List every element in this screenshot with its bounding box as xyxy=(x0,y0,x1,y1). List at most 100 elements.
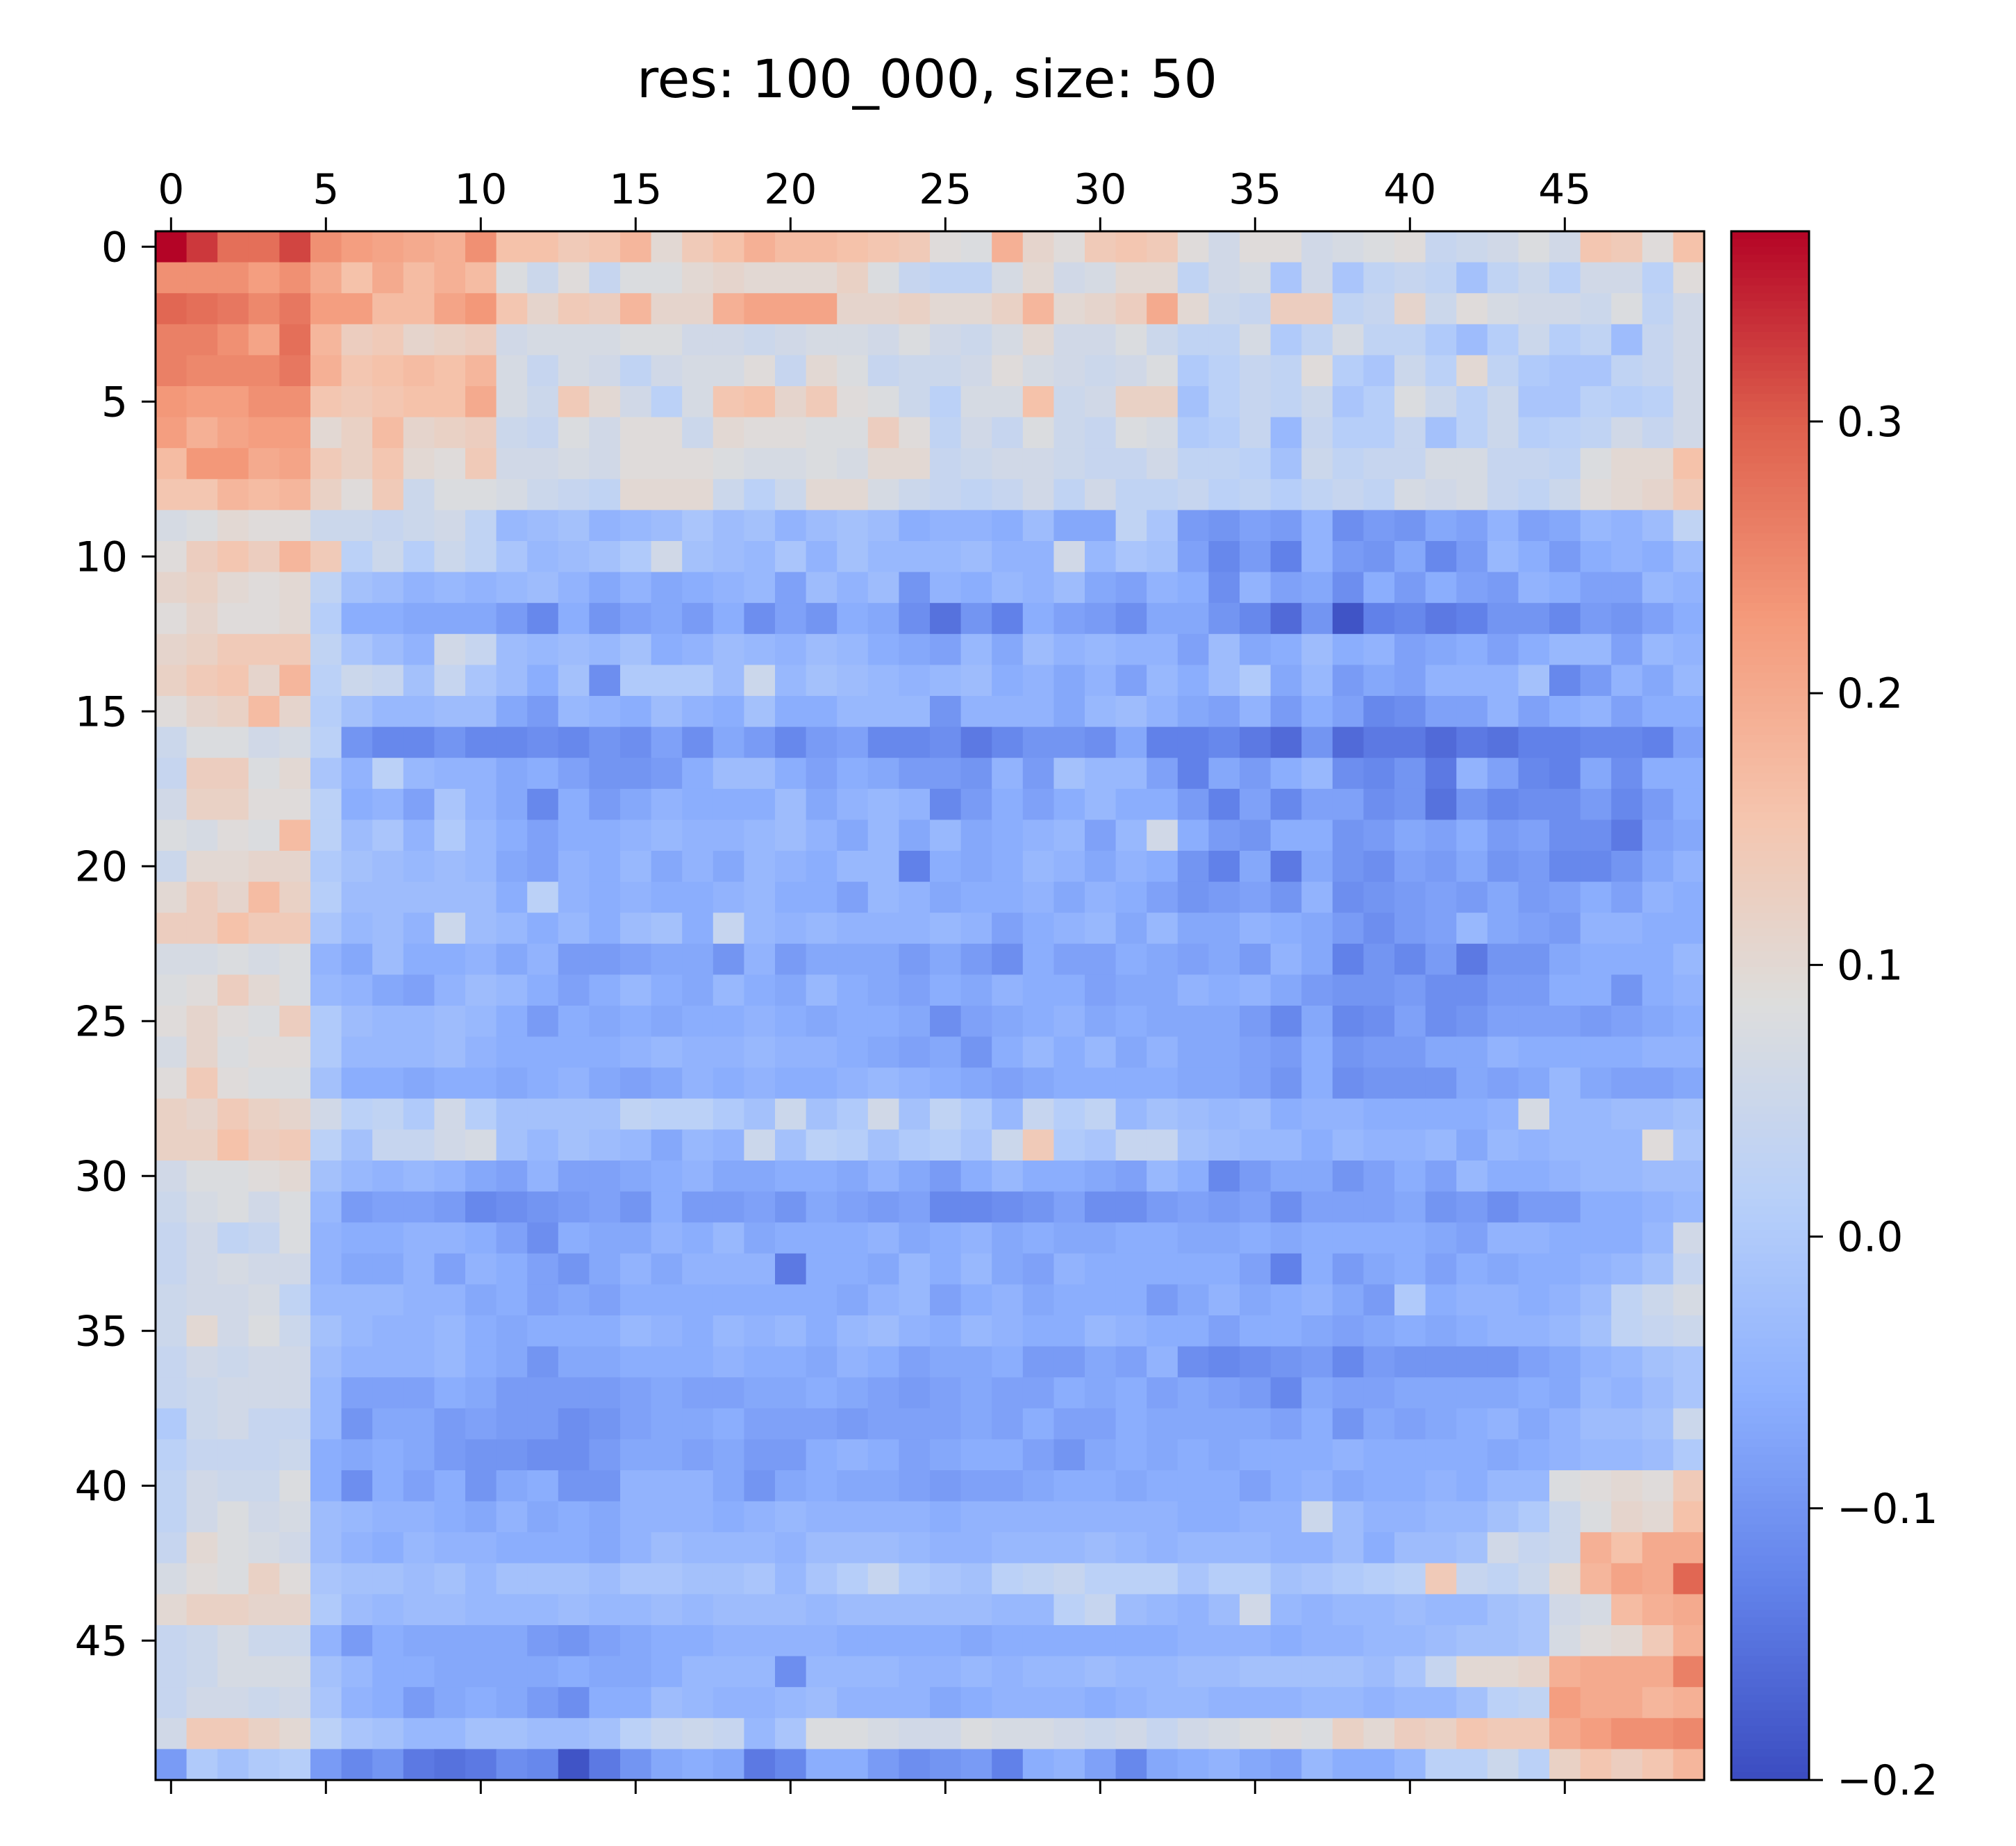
heatmap-cell xyxy=(1456,231,1488,263)
heatmap-cell xyxy=(1115,1749,1147,1781)
colorbar-segment xyxy=(1731,1222,1809,1231)
heatmap-cell xyxy=(186,1749,218,1781)
heatmap-cell xyxy=(930,851,962,883)
heatmap-cell xyxy=(1240,479,1272,510)
heatmap-cell xyxy=(1487,1594,1519,1626)
heatmap-cell xyxy=(1487,1470,1519,1502)
heatmap-cell xyxy=(1642,1253,1674,1285)
heatmap-cell xyxy=(930,974,962,1006)
heatmap-cell xyxy=(620,913,652,945)
heatmap-cell xyxy=(1147,1563,1178,1595)
heatmap-cell xyxy=(1394,1191,1426,1223)
heatmap-cell xyxy=(1177,758,1209,790)
heatmap-cell xyxy=(403,665,435,697)
heatmap-cell xyxy=(1022,386,1054,418)
heatmap-cell xyxy=(248,355,280,387)
heatmap-cell xyxy=(1363,231,1395,263)
heatmap-cell xyxy=(1177,1439,1209,1471)
heatmap-cell xyxy=(899,417,931,449)
heatmap-cell xyxy=(682,293,714,325)
colorbar-segment xyxy=(1731,1663,1809,1672)
heatmap-cell xyxy=(1363,355,1395,387)
heatmap-cell xyxy=(465,1036,497,1068)
heatmap-cell xyxy=(465,355,497,387)
heatmap-cell xyxy=(156,788,188,820)
heatmap-cell xyxy=(1240,417,1272,449)
heatmap-cell xyxy=(1642,820,1674,851)
heatmap-cell xyxy=(372,1501,404,1533)
heatmap-cell xyxy=(186,881,218,913)
heatmap-cell xyxy=(1240,1625,1272,1657)
heatmap-cell xyxy=(930,1129,962,1161)
heatmap-cell xyxy=(806,1408,838,1440)
heatmap-cell xyxy=(1022,417,1054,449)
heatmap-cell xyxy=(1240,1470,1272,1502)
heatmap-cell xyxy=(465,448,497,480)
heatmap-cell xyxy=(1301,1532,1333,1564)
heatmap-cell xyxy=(744,788,776,820)
heatmap-cell xyxy=(1240,913,1272,945)
heatmap-cell xyxy=(1549,1408,1581,1440)
heatmap-cell xyxy=(1270,1129,1302,1161)
heatmap-cell xyxy=(1363,1315,1395,1347)
colorbar-segment xyxy=(1731,788,1809,797)
colorbar-segment xyxy=(1731,269,1809,278)
heatmap-cell xyxy=(960,788,992,820)
heatmap-cell xyxy=(651,324,683,356)
heatmap-cell xyxy=(341,851,373,883)
heatmap-cell xyxy=(682,1563,714,1595)
heatmap-cell xyxy=(1580,541,1612,573)
heatmap-cell xyxy=(1611,1718,1643,1749)
heatmap-cell xyxy=(1177,696,1209,728)
heatmap-cell xyxy=(930,943,962,975)
heatmap-cell xyxy=(744,913,776,945)
heatmap-cell xyxy=(930,1253,962,1285)
heatmap-cell xyxy=(1022,1656,1054,1688)
heatmap-cell xyxy=(434,448,466,480)
heatmap-cell xyxy=(1301,293,1333,325)
heatmap-cell xyxy=(434,1067,466,1099)
heatmap-cell xyxy=(775,1253,807,1285)
heatmap-cell xyxy=(1270,262,1302,294)
heatmap-cell xyxy=(1394,293,1426,325)
heatmap-cell xyxy=(186,1222,218,1254)
heatmap-cell xyxy=(1270,1718,1302,1749)
heatmap-cell xyxy=(589,293,621,325)
heatmap-cell xyxy=(465,881,497,913)
heatmap-cell xyxy=(992,1625,1024,1657)
heatmap-cell xyxy=(465,633,497,665)
heatmap-cell xyxy=(682,820,714,851)
heatmap-cell xyxy=(1332,1161,1364,1192)
heatmap-cell xyxy=(899,1377,931,1409)
heatmap-cell xyxy=(558,881,590,913)
heatmap-cell xyxy=(186,696,218,728)
heatmap-cell xyxy=(620,633,652,665)
heatmap-cell xyxy=(1425,1408,1457,1440)
heatmap-cell xyxy=(558,1253,590,1285)
heatmap-cell xyxy=(156,1284,188,1316)
heatmap-cell xyxy=(1208,1439,1240,1471)
colorbar-segment xyxy=(1731,1508,1809,1517)
colorbar-segment xyxy=(1731,355,1809,364)
heatmap-cell xyxy=(310,1006,342,1038)
heatmap-cell xyxy=(1673,851,1705,883)
heatmap-cell xyxy=(186,1439,218,1471)
heatmap-cell xyxy=(930,1749,962,1781)
heatmap-cell xyxy=(1022,1346,1054,1378)
heatmap-cell xyxy=(1208,386,1240,418)
heatmap-cell xyxy=(713,1098,744,1130)
heatmap-cell xyxy=(1580,913,1612,945)
heatmap-cell xyxy=(527,881,559,913)
heatmap-cell xyxy=(156,1687,188,1719)
heatmap-cell xyxy=(1394,1532,1426,1564)
heatmap-cell xyxy=(465,726,497,758)
heatmap-cell xyxy=(744,1439,776,1471)
heatmap-cell xyxy=(434,1222,466,1254)
heatmap-cell xyxy=(1085,1656,1117,1688)
heatmap-cell xyxy=(1301,386,1333,418)
heatmap-cell xyxy=(1240,1532,1272,1564)
heatmap-cell xyxy=(248,974,280,1006)
heatmap-cell xyxy=(156,324,188,356)
heatmap-cell xyxy=(1549,1129,1581,1161)
heatmap-cell xyxy=(1053,603,1085,635)
